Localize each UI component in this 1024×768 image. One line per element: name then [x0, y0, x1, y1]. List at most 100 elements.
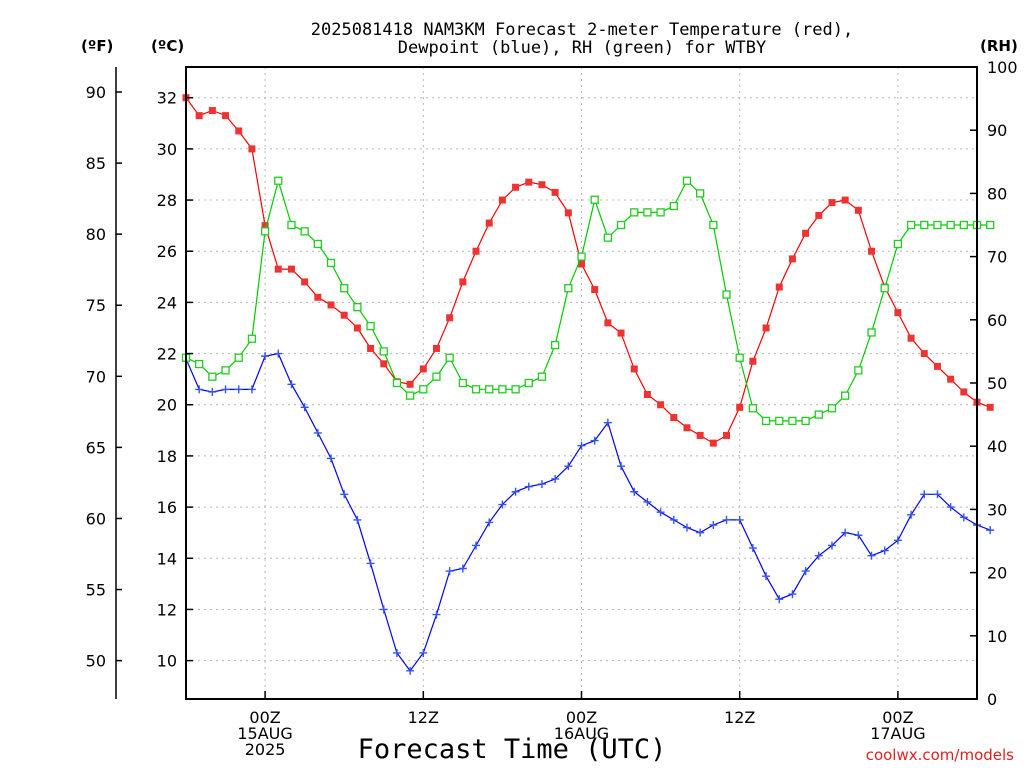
temperature-point: [696, 431, 704, 439]
rh-point: [682, 176, 692, 185]
temperature-point: [367, 344, 375, 352]
fahrenheit-tick-label: 55: [86, 581, 106, 600]
temperature-point: [432, 344, 440, 352]
temperature-point: [314, 293, 322, 301]
temperature-point: [630, 365, 638, 373]
fahrenheit-tick-label: 60: [86, 509, 106, 528]
grid-lines: [186, 67, 977, 699]
dewpoint-point: [419, 648, 428, 657]
dewpoint-point: [577, 441, 586, 450]
temperature-point: [657, 401, 665, 409]
celsius-tick-label: 22: [157, 345, 177, 364]
dewpoint-point: [392, 648, 401, 657]
temperature-point: [828, 199, 836, 207]
temperature-point: [538, 181, 546, 189]
rh-point: [340, 284, 349, 293]
temperature-point: [195, 112, 203, 120]
rh-point: [643, 208, 652, 217]
dewpoint-point: [748, 544, 757, 553]
celsius-tick-label: 24: [157, 293, 177, 312]
dewpoint-point: [986, 526, 995, 535]
temperature-point: [525, 178, 533, 186]
dewpoint-point: [867, 551, 876, 560]
temperature-series: [182, 94, 994, 447]
rh-point: [208, 372, 217, 381]
dewpoint-point: [775, 595, 784, 604]
temperature-point: [683, 424, 691, 432]
rh-point: [564, 284, 573, 293]
temperature-point: [802, 229, 810, 237]
rh-tick-label: 30: [987, 500, 1007, 519]
dewpoint-point: [617, 462, 626, 471]
time-tick-label: 15AUG: [237, 724, 292, 743]
dewpoint-point: [788, 590, 797, 599]
temperature-point: [261, 222, 269, 230]
dewpoint-point: [327, 454, 336, 463]
celsius-tick-label: 18: [157, 447, 177, 466]
temperature-point: [512, 183, 520, 191]
dewpoint-point: [762, 572, 771, 581]
fahrenheit-tick-label: 65: [86, 438, 106, 457]
rh-point: [247, 334, 257, 343]
celsius-tick-label: 16: [157, 498, 177, 517]
rh-point: [221, 366, 230, 375]
dewpoint-point: [920, 490, 929, 499]
dewpoint-point: [340, 490, 349, 499]
rh-point: [260, 227, 270, 236]
celsius-tick-label: 14: [157, 549, 177, 568]
dewpoint-point: [524, 482, 533, 491]
dewpoint-point: [656, 508, 665, 517]
dewpoint-point: [946, 503, 955, 512]
dewpoint-point: [630, 487, 639, 496]
temperature-point: [208, 106, 216, 114]
rh-point: [458, 378, 468, 388]
temperature-point: [340, 311, 348, 319]
dewpoint-point: [907, 510, 916, 519]
dewpoint-point: [195, 385, 204, 394]
temperature-point: [327, 301, 335, 309]
temperature-point: [380, 360, 388, 368]
dewpoint-point: [472, 541, 481, 550]
rh-point: [827, 404, 837, 413]
time-tick-label: 00Z: [882, 708, 913, 727]
time-tick-label: 12Z: [724, 708, 755, 727]
rh-axis: 0 10 20 30 40 50 60 70 80 90 100: [970, 58, 1018, 709]
rh-point: [722, 290, 731, 299]
rh-point: [906, 220, 916, 230]
rh-point: [287, 220, 296, 230]
rh-point: [656, 208, 665, 217]
rh-point: [326, 258, 336, 268]
dewpoint-point: [353, 515, 362, 524]
dewpoint-point: [511, 487, 520, 496]
time-tick-label: 16AUG: [554, 724, 609, 743]
dewpoint-point: [247, 385, 256, 394]
dewpoint-point: [313, 428, 322, 437]
rh-point: [854, 366, 863, 375]
temperature-point: [907, 334, 915, 342]
rh-point: [696, 189, 705, 198]
temperature-point: [235, 127, 243, 135]
temperature-point: [670, 414, 678, 422]
rh-tick-label: 20: [987, 564, 1007, 583]
temperature-point: [419, 365, 427, 373]
temperature-point: [406, 380, 414, 388]
rh-point: [366, 321, 375, 331]
rh-point: [234, 353, 243, 362]
rh-point: [735, 353, 744, 362]
dewpoint-point: [959, 513, 968, 522]
rh-tick-label: 90: [987, 121, 1007, 140]
celsius-tick-label: 10: [157, 652, 177, 671]
rh-point: [524, 378, 533, 388]
rh-point: [550, 340, 560, 350]
temperature-line: [185, 97, 991, 444]
temperature-point: [854, 206, 862, 214]
temperature-point: [222, 112, 230, 120]
rh-point: [537, 372, 547, 381]
dewpoint-point: [643, 497, 652, 506]
dewpoint-point: [498, 500, 507, 509]
temperature-point: [815, 211, 823, 219]
dewpoint-point: [709, 521, 718, 530]
rh-point: [432, 372, 441, 381]
rh-point: [709, 220, 718, 230]
